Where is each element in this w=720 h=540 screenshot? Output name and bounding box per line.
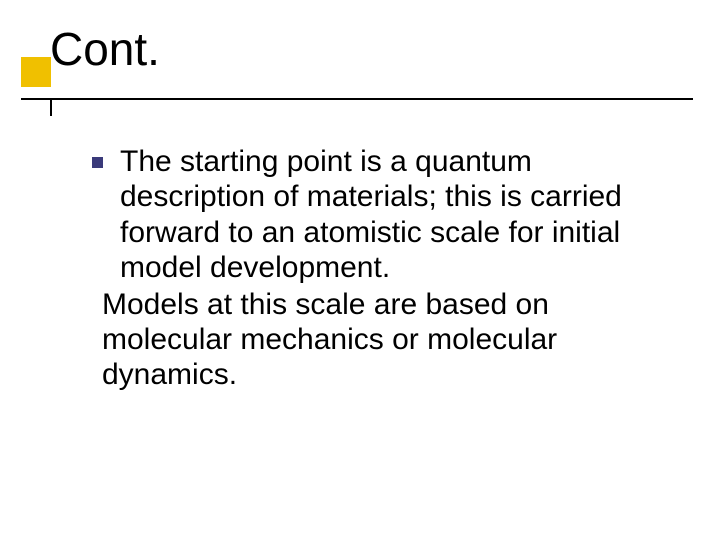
slide: Cont. The starting point is a quantum de…: [0, 0, 720, 540]
bullet-square-icon: [92, 157, 103, 168]
title-underline: [21, 98, 693, 100]
accent-square-icon: [21, 57, 51, 87]
list-item: The starting point is a quantum descript…: [92, 144, 650, 393]
title-region: Cont.: [0, 18, 720, 98]
body-region: The starting point is a quantum descript…: [92, 144, 650, 393]
body-paragraph-2: Models at this scale are based on molecu…: [92, 287, 650, 393]
body-paragraph-1: The starting point is a quantum descript…: [92, 144, 650, 286]
slide-title: Cont.: [50, 22, 160, 76]
title-tick: [50, 98, 52, 116]
